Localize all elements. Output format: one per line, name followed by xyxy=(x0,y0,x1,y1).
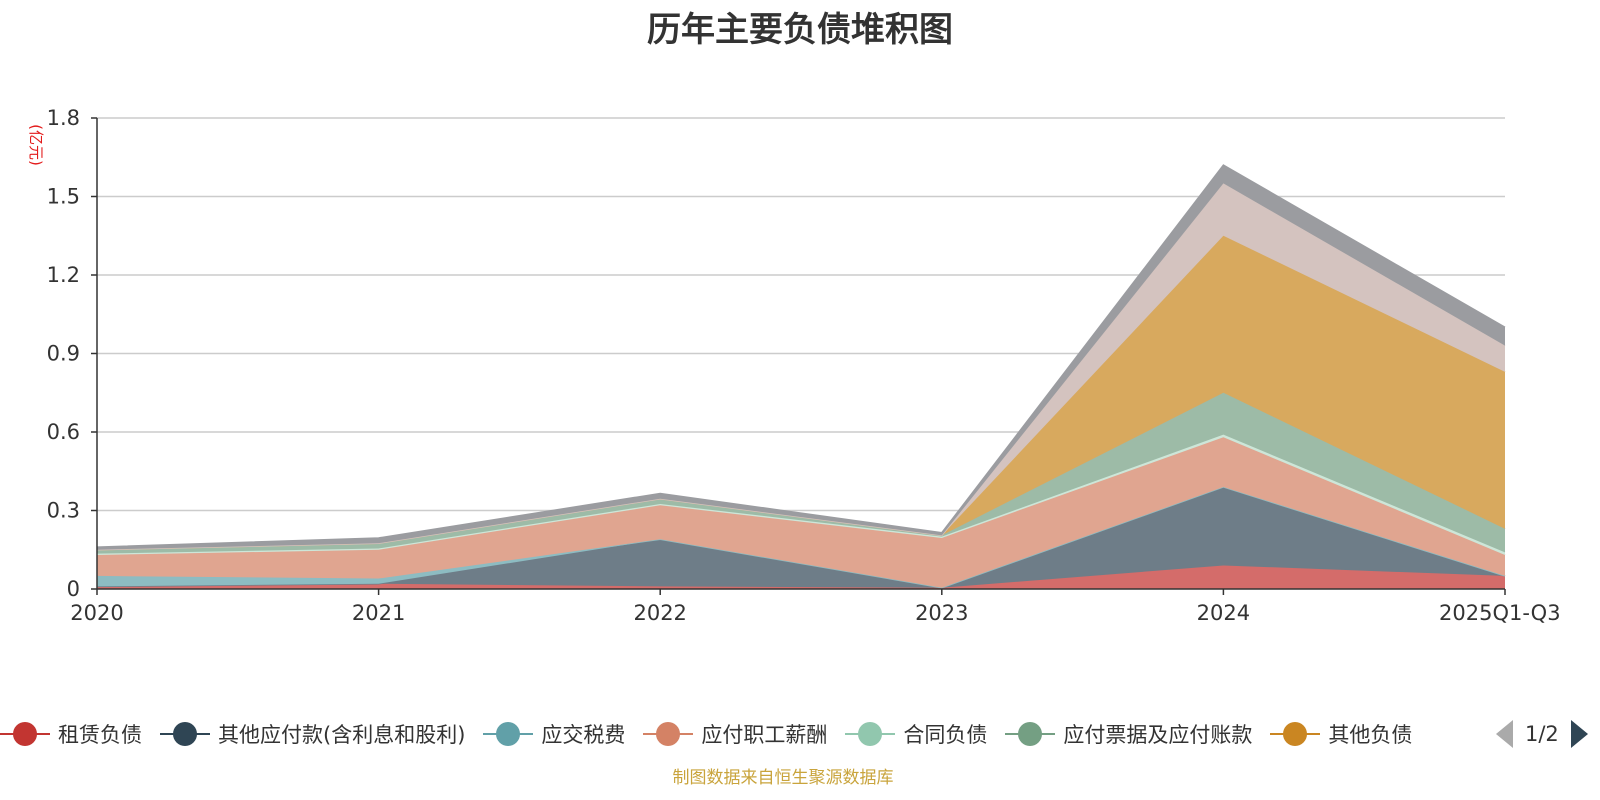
y-tick-label: 0.9 xyxy=(47,342,80,366)
series-line-其他负债3 xyxy=(96,164,1506,548)
area-series-应付票据及应付账款[interactable] xyxy=(97,392,1505,554)
legend-marker-icon xyxy=(643,722,694,746)
x-tick-label: 2020 xyxy=(70,601,123,625)
x-tick-label: 2022 xyxy=(633,601,686,625)
legend-label: 租赁负债 xyxy=(58,723,142,747)
y-tick-label: 1.2 xyxy=(47,263,80,287)
y-tick-label: 0.6 xyxy=(47,420,80,444)
legend-label: 应交税费 xyxy=(541,723,626,747)
axes: 0 0.3 0.6 0.9 1.2 1.5 1.8 2020 2021 2022 2023 2024 2… xyxy=(47,106,1561,625)
x-tick-label: 2025Q1-Q3 xyxy=(1439,601,1561,625)
data-source-note: 制图数据来自恒生聚源数据库 xyxy=(672,768,894,788)
legend-item[interactable]: 其他应付款(含利息和股利) xyxy=(160,719,465,749)
chart-title: 历年主要负债堆积图 xyxy=(647,10,953,50)
legend-marker-icon xyxy=(0,722,50,746)
legend-marker-icon xyxy=(160,722,210,746)
legend-marker-icon xyxy=(483,722,534,746)
legend-item[interactable]: 租赁负债 xyxy=(0,719,142,749)
y-tick-label: 1.8 xyxy=(47,106,80,130)
chart-legend: 租赁负债 其他应付款(含利息和股利) 应交税费 应付职工薪酬 合同负债 应付票据及应付账款… xyxy=(0,716,1500,752)
legend-label: 合同负债 xyxy=(903,723,988,747)
legend-item[interactable]: 应交税费 xyxy=(483,719,625,749)
x-tick-label: 2021 xyxy=(352,601,405,625)
legend-item[interactable]: 合同负债 xyxy=(845,719,987,749)
y-axis-unit-label: (亿元) xyxy=(27,124,45,166)
y-tick-label: 0.3 xyxy=(47,499,80,523)
legend-item[interactable]: 其他负债 xyxy=(1270,719,1412,749)
area-series-应付职工薪酬[interactable] xyxy=(97,437,1505,588)
x-tick-label: 2024 xyxy=(1197,601,1250,625)
y-tick-label: 0 xyxy=(67,577,80,601)
legend-label: 其他负债 xyxy=(1328,723,1413,747)
legend-pager: 1/2 xyxy=(1496,716,1588,752)
legend-marker-icon xyxy=(1270,722,1321,746)
legend-label: 应付票据及应付账款 xyxy=(1063,723,1253,747)
legend-label: 应付职工薪酬 xyxy=(701,723,828,747)
legend-item[interactable]: 应付票据及应付账款 xyxy=(1005,719,1252,749)
area-series-其他负债3[interactable] xyxy=(97,165,1505,550)
legend-page-indicator: 1/2 xyxy=(1525,722,1559,746)
area-series-其他负债[interactable] xyxy=(97,235,1505,550)
legend-marker-icon xyxy=(1005,722,1056,746)
grid-lines xyxy=(97,117,1505,512)
stacked-area-chart: 0 0.3 0.6 0.9 1.2 1.5 1.8 2020 2021 2022 2023 2024 2… xyxy=(27,106,1561,625)
legend-prev-page-button[interactable] xyxy=(1496,720,1513,748)
legend-label: 其他应付款(含利息和股利) xyxy=(218,723,466,747)
legend-next-page-button[interactable] xyxy=(1570,720,1588,748)
y-tick-label: 1.5 xyxy=(47,185,80,209)
legend-item[interactable]: 应付职工薪酬 xyxy=(643,719,827,749)
area-series-其他负债2[interactable] xyxy=(97,183,1505,550)
area-series xyxy=(96,164,1506,589)
legend-marker-icon xyxy=(845,722,896,746)
x-tick-label: 2023 xyxy=(915,601,968,625)
